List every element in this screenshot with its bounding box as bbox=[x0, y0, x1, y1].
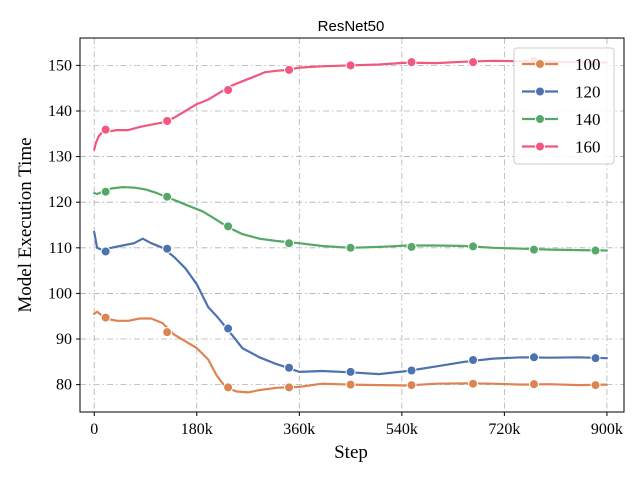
legend-box bbox=[513, 47, 615, 165]
data-point bbox=[284, 64, 295, 75]
data-point bbox=[100, 246, 111, 257]
data-point bbox=[528, 352, 539, 363]
chart-title: ResNet50 bbox=[318, 18, 385, 35]
y-tick-label: 80 bbox=[56, 377, 72, 394]
data-point bbox=[100, 124, 111, 135]
data-point bbox=[284, 238, 295, 249]
legend-label: 140 bbox=[575, 110, 601, 129]
y-tick-label: 120 bbox=[48, 194, 72, 211]
data-point bbox=[468, 378, 479, 389]
series-line bbox=[93, 59, 608, 151]
data-point bbox=[345, 242, 356, 253]
data-point bbox=[162, 191, 173, 202]
data-point bbox=[223, 221, 234, 232]
legend-entry-100: 100 bbox=[522, 55, 601, 74]
data-point bbox=[590, 380, 601, 391]
plot-frame bbox=[79, 37, 625, 413]
data-point bbox=[345, 366, 356, 377]
x-tick-label: 0 bbox=[90, 421, 98, 438]
y-axis-label: Model Execution Time bbox=[15, 137, 36, 312]
legend-entry-140: 140 bbox=[522, 110, 601, 129]
series-120 bbox=[93, 230, 608, 377]
data-point bbox=[406, 241, 417, 252]
data-point bbox=[100, 312, 111, 323]
legend-marker bbox=[535, 141, 545, 152]
data-point bbox=[468, 57, 479, 68]
legend-marker bbox=[535, 59, 545, 69]
data-point bbox=[406, 365, 417, 376]
legend-marker bbox=[535, 86, 545, 97]
data-point bbox=[284, 362, 295, 373]
legend-entry-120: 120 bbox=[522, 83, 601, 102]
data-point bbox=[345, 379, 356, 390]
legend-entry-160: 160 bbox=[522, 138, 601, 157]
y-tick-label: 140 bbox=[48, 103, 72, 120]
data-point bbox=[590, 353, 601, 364]
data-point bbox=[162, 327, 173, 338]
legend: 100 120 140 160 bbox=[513, 47, 615, 165]
legend-label: 100 bbox=[575, 55, 601, 74]
data-point bbox=[590, 245, 601, 256]
x-tick-label: 540k bbox=[386, 421, 418, 438]
series-line bbox=[93, 310, 608, 394]
y-tick-label: 110 bbox=[49, 240, 72, 257]
data-point bbox=[284, 382, 295, 393]
data-point bbox=[528, 379, 539, 390]
data-point bbox=[528, 244, 539, 255]
x-tick-label: 360k bbox=[283, 421, 315, 438]
legend-label: 120 bbox=[575, 83, 601, 102]
data-point bbox=[223, 382, 234, 393]
data-point bbox=[406, 380, 417, 391]
data-point bbox=[406, 57, 417, 68]
data-point bbox=[100, 186, 111, 197]
axis-ticks: 0 180k 360k 540k 720k 900k 80 90 100 110 120 130 140… bbox=[48, 57, 623, 438]
data-point bbox=[162, 243, 173, 254]
legend-label: 160 bbox=[575, 138, 601, 157]
x-tick-label: 720k bbox=[488, 421, 520, 438]
x-axis-label: Step bbox=[334, 442, 368, 463]
data-point bbox=[223, 84, 234, 95]
legend-marker bbox=[535, 114, 545, 124]
series-line bbox=[93, 230, 608, 376]
data-point bbox=[162, 116, 173, 127]
series-140 bbox=[93, 186, 608, 256]
y-tick-label: 150 bbox=[48, 57, 72, 74]
x-tick-label: 900k bbox=[591, 421, 623, 438]
y-tick-label: 90 bbox=[56, 331, 72, 348]
data-point bbox=[468, 241, 479, 252]
y-tick-label: 100 bbox=[48, 285, 72, 302]
data-point bbox=[223, 323, 234, 334]
series-100 bbox=[93, 310, 608, 394]
data-point bbox=[345, 60, 356, 71]
data-point bbox=[468, 355, 479, 366]
y-tick-label: 130 bbox=[48, 149, 72, 166]
x-tick-label: 180k bbox=[181, 421, 213, 438]
